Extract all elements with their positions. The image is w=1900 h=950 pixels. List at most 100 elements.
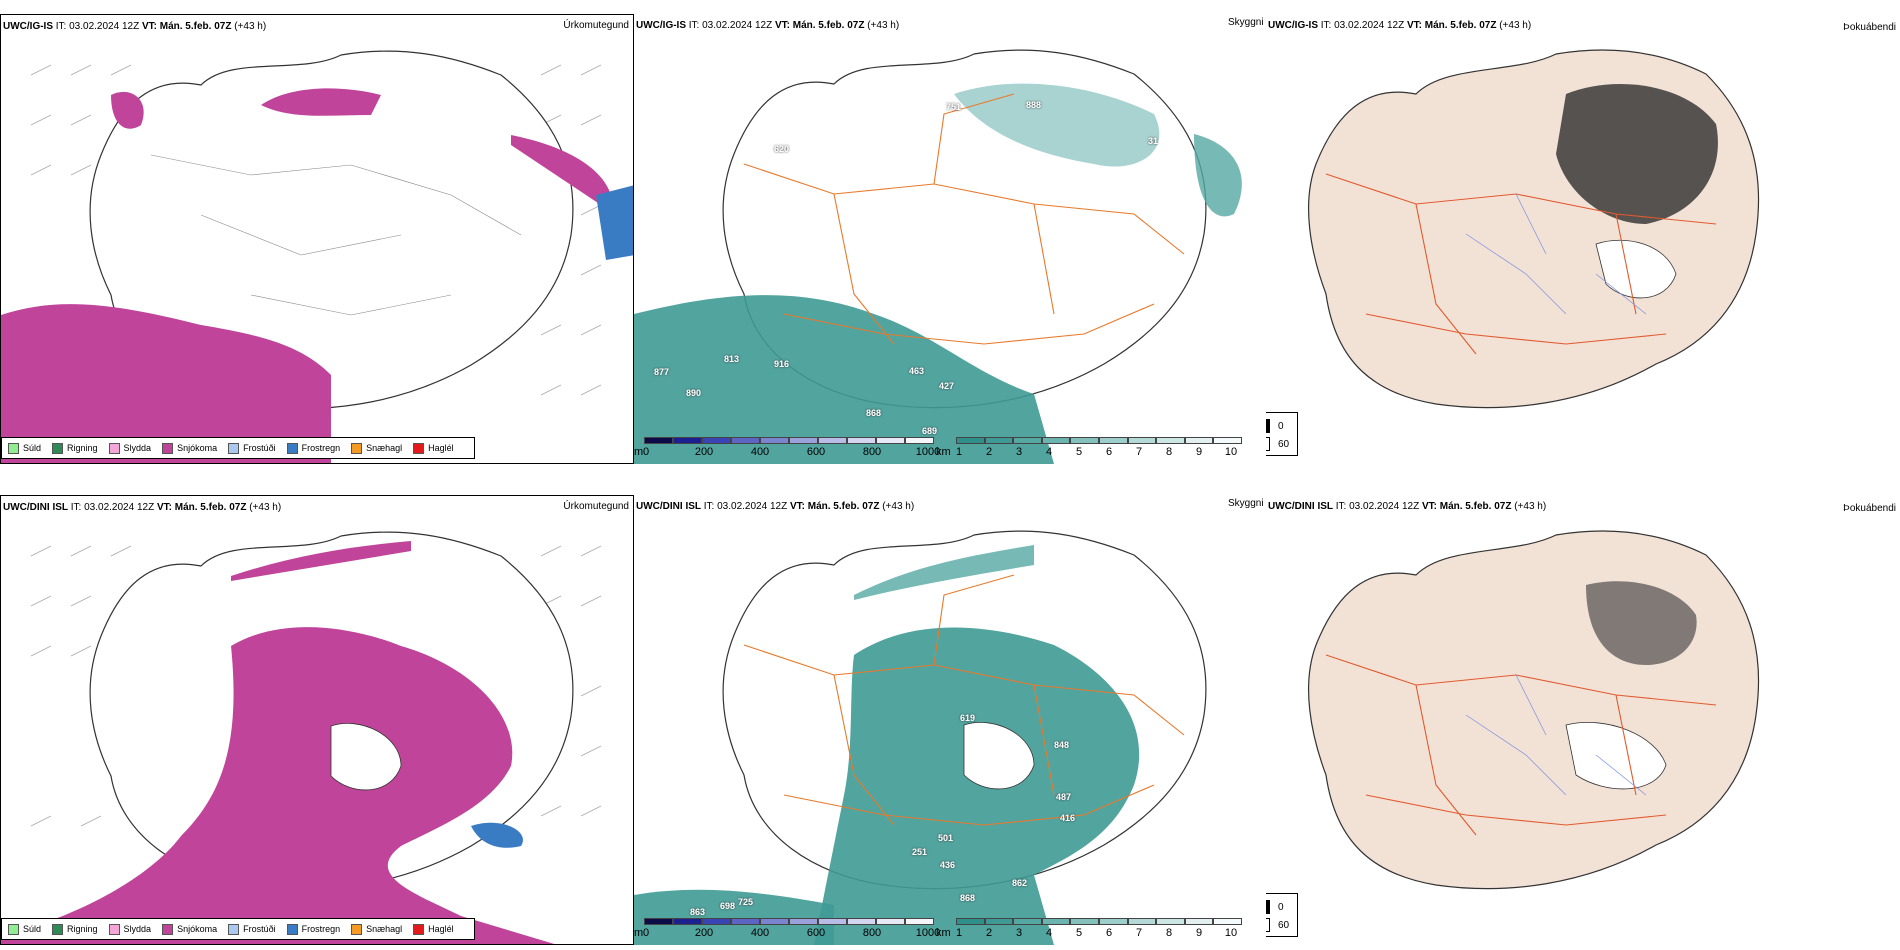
cbar-tick: 1000 bbox=[915, 927, 941, 939]
panel-title-top-precip: UWC/IG-IS IT: 03.02.2024 12Z VT: Mán. 5.… bbox=[3, 21, 267, 32]
colorbar-segment bbox=[673, 437, 702, 444]
cloud-base-label: 501 bbox=[938, 833, 954, 843]
cbar-tick: 400 bbox=[750, 927, 770, 939]
colorbar-segment bbox=[1013, 437, 1042, 444]
precip-legend-top: Súld Rigning Slydda Snjókoma Frostúði Fr… bbox=[1, 437, 475, 459]
visibility-area-bottom-sw bbox=[634, 889, 834, 945]
colorbar-segment bbox=[789, 437, 818, 444]
river-network bbox=[1465, 193, 1647, 315]
colorbar-segment bbox=[1127, 918, 1157, 925]
colorbar-segment bbox=[760, 437, 789, 444]
cloud-base-label: 862 bbox=[1012, 878, 1028, 888]
legend-swatch bbox=[351, 923, 363, 935]
cloud-base-label: 877 bbox=[654, 367, 670, 377]
colorbar-segment bbox=[876, 437, 905, 444]
visibility-area-top-ne bbox=[954, 83, 1160, 167]
legend-item: Snjókoma bbox=[162, 923, 217, 935]
cloud-base-label: 427 bbox=[939, 381, 955, 391]
snow-area-top-sw bbox=[1, 304, 331, 463]
cloud-vis-panel-bottom: UWC/DINI ISL IT: 03.02.2024 12Z VT: Mán.… bbox=[634, 495, 1266, 945]
colorbar-segment bbox=[1099, 437, 1128, 444]
cloud-vis-map-bottom bbox=[634, 530, 1207, 945]
legend-item: Frostúði bbox=[228, 923, 276, 935]
cbar-tick: 3 bbox=[1015, 446, 1023, 458]
legend-swatch bbox=[108, 923, 120, 935]
colorbar-segment bbox=[1156, 918, 1185, 925]
legend-swatch bbox=[286, 923, 298, 935]
panel-title-top-cloud: UWC/IG-IS IT: 03.02.2024 12Z VT: Mán. 5.… bbox=[636, 20, 900, 31]
visibility-area-top-sw bbox=[634, 295, 1054, 464]
cbar-unit: m bbox=[634, 927, 644, 939]
legend-swatch bbox=[1266, 419, 1270, 433]
colorbar-segment bbox=[818, 918, 847, 925]
legend-swatch bbox=[413, 923, 425, 935]
cloud-base-label: 620 bbox=[774, 144, 790, 154]
legend-item: Súld bbox=[8, 442, 41, 454]
legend-item: Rigning bbox=[52, 923, 98, 935]
colorbar-segment bbox=[818, 437, 847, 444]
colorbar-segment bbox=[702, 437, 731, 444]
cloud-base-label: 863 bbox=[690, 907, 706, 917]
snow-area-bottom-main bbox=[1, 627, 555, 944]
legend-swatch bbox=[1266, 437, 1270, 451]
cloud-base-colorbar-top: m 0 200 400 600 800 1000 bbox=[634, 437, 940, 459]
colorbar-segment bbox=[760, 918, 789, 925]
cloud-base-label: 868 bbox=[866, 408, 882, 418]
colorbar-segment bbox=[1156, 437, 1185, 444]
legend-swatch bbox=[1266, 918, 1270, 932]
panel-title-bottom-cloud: UWC/DINI ISL IT: 03.02.2024 12Z VT: Mán.… bbox=[636, 501, 915, 512]
snow-area-top-nw bbox=[111, 91, 144, 129]
cloud-hole bbox=[963, 722, 1035, 790]
precip-map-bottom bbox=[1, 531, 602, 944]
cbar-tick: 600 bbox=[806, 446, 826, 458]
cbar-tick: 600 bbox=[806, 927, 826, 939]
legend-item: Snjókoma bbox=[162, 442, 217, 454]
field-name-cloud-top: Skyggni bbox=[1228, 17, 1264, 28]
cbar-tick: 0 bbox=[642, 927, 650, 939]
cbar-tick: 1 bbox=[955, 927, 963, 939]
colorbar-segment bbox=[731, 918, 760, 925]
fog-dark-area bbox=[1556, 84, 1718, 224]
legend-swatch bbox=[162, 923, 174, 935]
colorbar-segment bbox=[673, 918, 702, 925]
cloud-base-label: 698 bbox=[720, 901, 736, 911]
colorbar-segment bbox=[1213, 437, 1242, 444]
legend-item: Slydda bbox=[108, 442, 151, 454]
colorbar-segment bbox=[1070, 437, 1099, 444]
colorbar-segment bbox=[644, 918, 673, 925]
legend-item: Snæhagl bbox=[351, 442, 402, 454]
legend-swatch bbox=[52, 923, 64, 935]
cbar-tick: 9 bbox=[1195, 927, 1203, 939]
panel-title-top-fog: UWC/IG-IS IT: 03.02.2024 12Z VT: Mán. 5.… bbox=[1268, 20, 1532, 31]
cbar-tick: 9 bbox=[1195, 446, 1203, 458]
fog-panel-bottom: UWC/DINI ISL IT: 03.02.2024 12Z VT: Mán.… bbox=[1266, 495, 1900, 945]
fog-panel-top: UWC/IG-IS IT: 03.02.2024 12Z VT: Mán. 5.… bbox=[1266, 14, 1900, 464]
legend-item: Rigning bbox=[52, 442, 98, 454]
road-network bbox=[743, 93, 1185, 345]
visibility-area-bottom-n bbox=[854, 545, 1034, 600]
field-name-fog-top: Þokuábendi bbox=[1843, 22, 1896, 33]
fog-white-area bbox=[1595, 239, 1677, 299]
legend-swatch bbox=[108, 442, 120, 454]
colorbar-segment bbox=[984, 918, 1014, 925]
snow-area-top-ne bbox=[511, 135, 611, 205]
colorbar-segment bbox=[956, 437, 985, 444]
legend-item: Frostúði bbox=[228, 442, 276, 454]
visibility-area-bottom-main bbox=[814, 627, 1140, 945]
cbar-tick: 4 bbox=[1045, 446, 1053, 458]
cbar-tick: 200 bbox=[694, 927, 714, 939]
legend-item: Haglél bbox=[413, 442, 454, 454]
legend-item: Frostregn bbox=[286, 442, 340, 454]
cloud-vis-panel-top: UWC/IG-IS IT: 03.02.2024 12Z VT: Mán. 5.… bbox=[634, 14, 1266, 464]
legend-swatch bbox=[286, 442, 298, 454]
colorbar-segment bbox=[789, 918, 818, 925]
colorbar-segment bbox=[847, 918, 876, 925]
legend-item: Súld bbox=[8, 923, 41, 935]
cbar-tick: 10 bbox=[1224, 927, 1238, 939]
colorbar-segment bbox=[644, 437, 673, 444]
cbar-tick: 7 bbox=[1135, 927, 1143, 939]
panel-title-bottom-fog: UWC/DINI ISL IT: 03.02.2024 12Z VT: Mán.… bbox=[1268, 501, 1547, 512]
fog-dark-area bbox=[1586, 581, 1697, 665]
fog-legend-bottom: 0 60 bbox=[1266, 893, 1298, 937]
cbar-tick: 1 bbox=[955, 446, 963, 458]
